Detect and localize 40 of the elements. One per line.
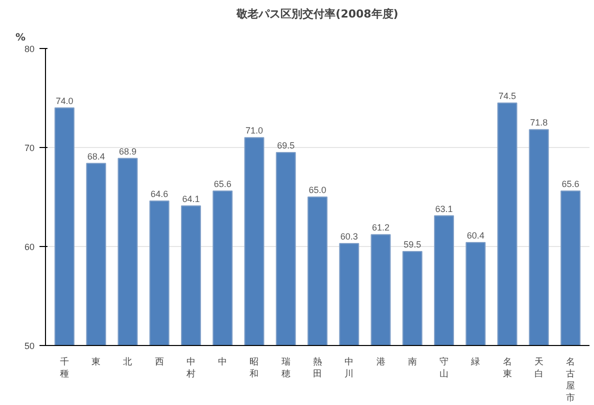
data-label: 74.0	[56, 96, 74, 106]
x-tick-label: 瑞穂	[281, 356, 290, 378]
y-tick-label: 50	[24, 341, 35, 351]
data-label: 65.6	[214, 179, 232, 190]
data-label: 61.2	[372, 222, 390, 233]
x-tick-label: 熱田	[313, 356, 322, 378]
x-tick-label: 天白	[534, 356, 544, 378]
x-tick-label: 中	[218, 356, 228, 366]
x-tick-label: 千種	[60, 356, 69, 378]
data-label: 68.9	[118, 146, 137, 156]
x-tick-label: 西	[154, 356, 164, 366]
x-tick-label: 中川	[344, 356, 354, 378]
y-tick-label: 70	[24, 143, 35, 153]
x-tick-label: 港	[376, 356, 386, 366]
x-tick-label: 中村	[185, 356, 196, 378]
x-tick-label: 北	[123, 356, 132, 366]
data-label: 63.1	[435, 204, 453, 214]
data-label: 71.8	[530, 118, 548, 128]
data-label: 69.5	[277, 140, 295, 150]
data-label: 65.6	[562, 179, 580, 190]
data-label: 74.5	[498, 90, 516, 101]
x-tick-label: 名古屋市	[566, 356, 576, 402]
x-tick-label: 守山	[440, 356, 449, 378]
x-tick-label: 東	[92, 356, 101, 366]
data-label: 60.3	[340, 232, 358, 242]
data-label: 64.6	[150, 188, 168, 199]
y-axis-title: %	[16, 32, 26, 44]
x-tick-label: 昭和	[250, 356, 259, 378]
chart-title: 敬老パス区別交付率(2008年度)	[236, 8, 398, 20]
data-label: 68.4	[87, 151, 105, 162]
x-tick-label: 南	[408, 356, 417, 366]
y-tick-label: 80	[24, 44, 35, 54]
y-tick-label: 60	[24, 242, 35, 252]
data-label: 59.5	[404, 239, 422, 250]
x-tick-label: 緑	[470, 356, 480, 366]
data-label: 71.0	[245, 126, 264, 136]
x-tick-label: 名東	[502, 356, 512, 378]
data-label: 64.1	[182, 194, 200, 204]
data-label: 65.0	[308, 185, 326, 195]
data-label: 60.4	[466, 230, 484, 241]
